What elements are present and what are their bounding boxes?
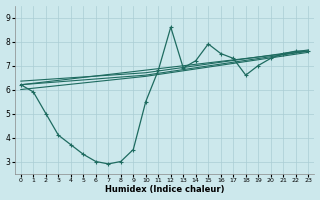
X-axis label: Humidex (Indice chaleur): Humidex (Indice chaleur) [105,185,224,194]
